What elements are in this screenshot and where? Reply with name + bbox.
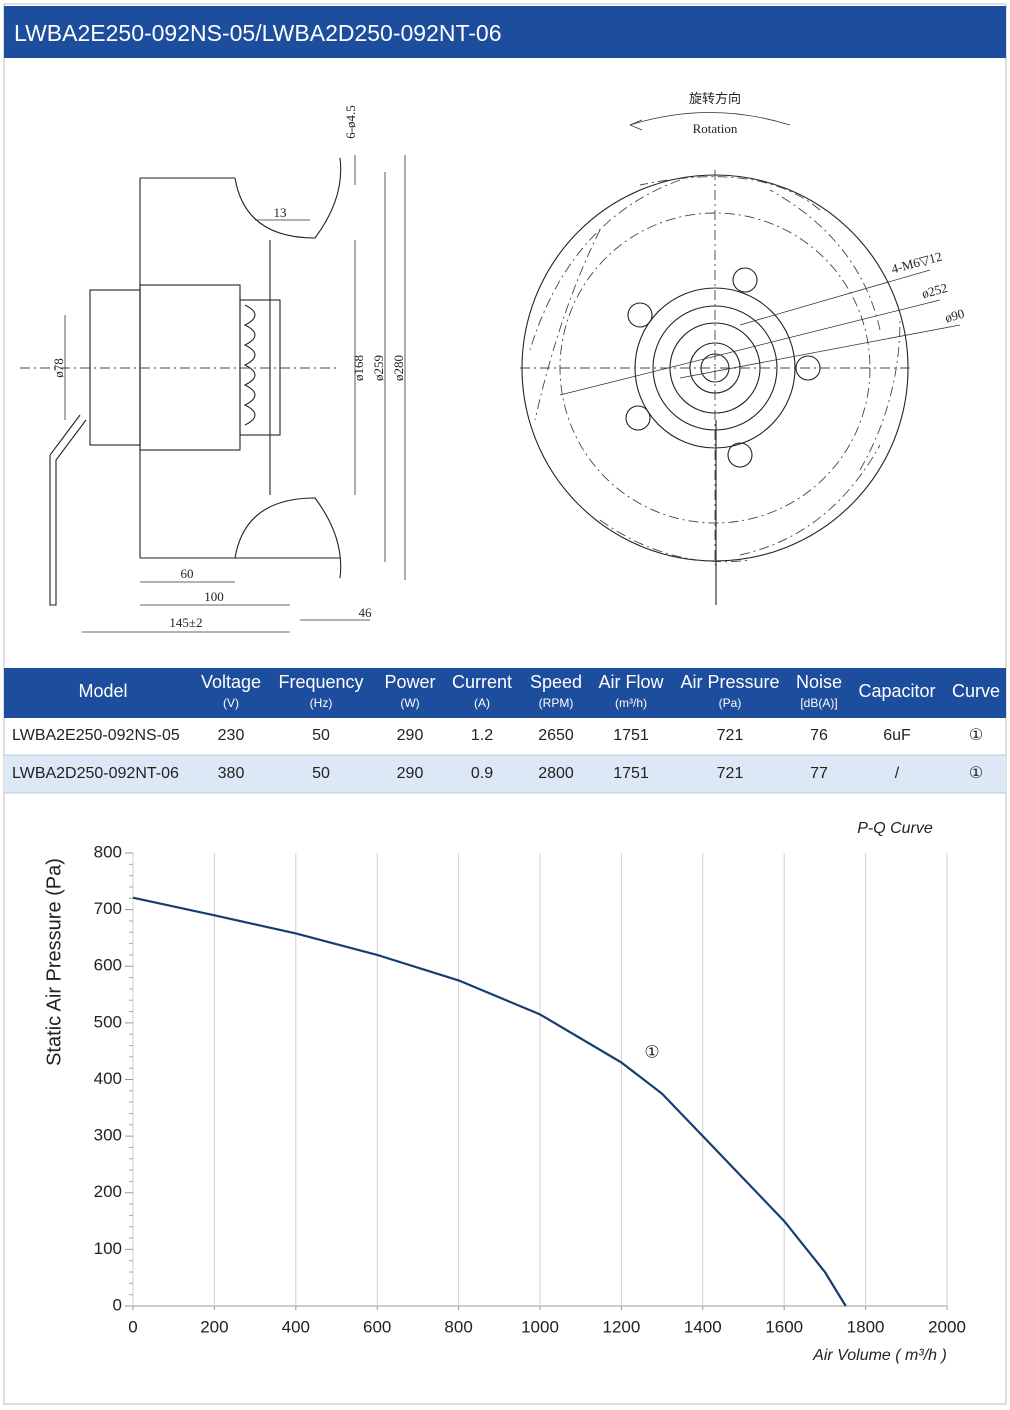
y-tick-label: 800 [94, 842, 122, 861]
x-tick-label: 1200 [602, 1317, 640, 1336]
x-tick-label: 1800 [847, 1317, 885, 1336]
table-row-alt [4, 755, 1006, 793]
y-tick-label: 400 [94, 1069, 122, 1088]
column-header: Power [384, 672, 435, 692]
dim-label: ø259 [371, 355, 386, 381]
column-header: Model [78, 681, 127, 701]
dim-label: 100 [204, 589, 224, 604]
x-tick-label: 1400 [684, 1317, 722, 1336]
x-tick-label: 600 [363, 1317, 391, 1336]
column-header: Current [452, 672, 512, 692]
column-header: Capacitor [858, 681, 935, 701]
table-header [4, 668, 1006, 718]
y-tick-label: 300 [94, 1126, 122, 1145]
table-cell: 2800 [538, 765, 574, 782]
rotation-label: Rotation [693, 121, 738, 136]
table-cell: 0.9 [471, 765, 493, 782]
column-unit: (RPM) [539, 696, 574, 710]
column-unit: (W) [400, 696, 419, 710]
column-header: Noise [796, 672, 842, 692]
y-tick-label: 0 [113, 1295, 122, 1314]
table-cell: 2650 [538, 727, 574, 744]
table-cell: 290 [397, 727, 424, 744]
column-header: Speed [530, 672, 582, 692]
y-tick-label: 600 [94, 956, 122, 975]
dim-label: 46 [359, 605, 373, 620]
y-tick-label: 200 [94, 1182, 122, 1201]
x-tick-label: 2000 [928, 1317, 966, 1336]
x-axis-label: Air Volume ( m³/h ) [812, 1347, 947, 1364]
curve-annotation: ① [644, 1042, 659, 1061]
table-cell: 6uF [883, 727, 911, 744]
table-cell: 77 [810, 765, 828, 782]
rotation-label: 旋转方向 [689, 91, 741, 106]
dim-label: ø168 [351, 355, 366, 381]
column-header: Curve [952, 681, 1000, 701]
table-cell: 290 [397, 765, 424, 782]
dim-label: ø78 [51, 358, 66, 378]
dim-label: ø252 [920, 280, 949, 301]
column-unit: (V) [223, 696, 239, 710]
dim-label: 60 [181, 566, 194, 581]
dim-label: ø280 [391, 355, 406, 381]
column-unit: [dB(A)] [800, 696, 837, 710]
front-view [520, 112, 961, 605]
x-tick-label: 400 [282, 1317, 310, 1336]
pq-curve [132, 896, 847, 1307]
y-axis-label: Static Air Pressure (Pa) [43, 858, 65, 1066]
chart-title: P-Q Curve [857, 820, 933, 837]
table-cell: 230 [218, 727, 245, 744]
table-cell: ① [969, 765, 983, 782]
table-cell: LWBA2D250-092NT-06 [12, 765, 179, 782]
column-header: Air Pressure [680, 672, 779, 692]
column-header: Voltage [201, 672, 261, 692]
table-cell: 50 [312, 765, 330, 782]
table-cell: 76 [810, 727, 828, 744]
column-unit: (m³/h) [615, 696, 647, 710]
column-unit: (Hz) [310, 696, 333, 710]
column-header: Frequency [278, 672, 363, 692]
header-bar [4, 6, 1006, 58]
side-view [20, 155, 406, 633]
x-tick-label: 1600 [765, 1317, 803, 1336]
y-tick-label: 500 [94, 1012, 122, 1031]
table-cell: 50 [312, 727, 330, 744]
column-unit: (A) [474, 696, 490, 710]
dim-label: 13 [274, 205, 287, 220]
table-cell: ① [969, 727, 983, 744]
y-tick-label: 100 [94, 1239, 122, 1258]
x-tick-label: 0 [128, 1317, 137, 1336]
table-cell: 721 [717, 765, 744, 782]
table-cell: 380 [218, 765, 245, 782]
table-cell: 1.2 [471, 727, 493, 744]
x-tick-label: 800 [444, 1317, 472, 1336]
table-cell: 1751 [613, 727, 649, 744]
table-cell: / [895, 765, 900, 782]
dim-label: 145±2 [169, 615, 202, 630]
y-tick-label: 700 [94, 899, 122, 918]
table-cell: 721 [717, 727, 744, 744]
header-title: LWBA2E250-092NS-05/LWBA2D250-092NT-06 [14, 20, 502, 46]
table-cell: LWBA2E250-092NS-05 [12, 727, 180, 744]
column-unit: (Pa) [719, 696, 742, 710]
table-cell: 1751 [613, 765, 649, 782]
column-header: Air Flow [598, 672, 664, 692]
x-tick-label: 200 [200, 1317, 228, 1336]
x-tick-label: 1000 [521, 1317, 559, 1336]
dim-label: 6-ø4.5 [343, 105, 358, 139]
dim-label: ø90 [943, 306, 966, 326]
